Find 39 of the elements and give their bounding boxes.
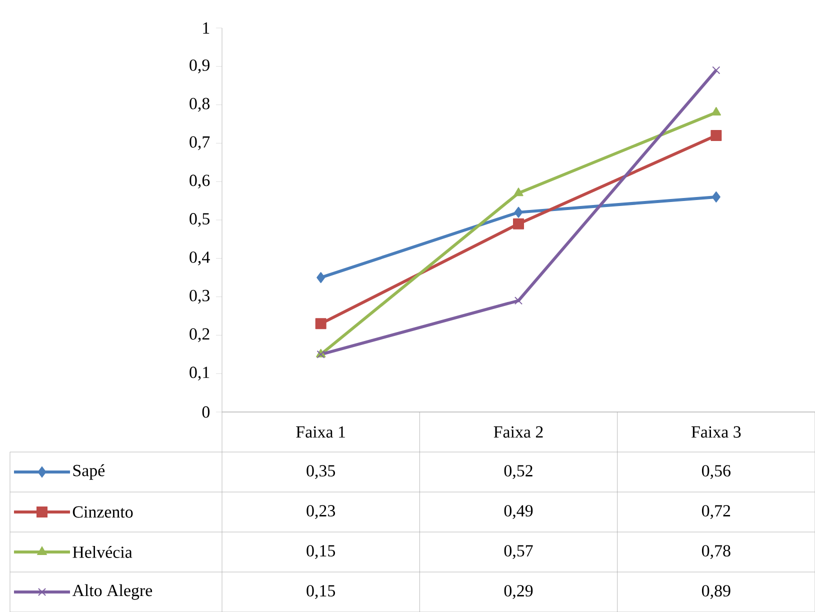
data-label: 0,78: [702, 545, 730, 559]
data-label: 0,49: [504, 505, 533, 519]
y-tick-label: 0,2: [190, 328, 210, 342]
data-label: 0,29: [504, 585, 533, 599]
point: [710, 130, 722, 142]
y-tick-label: 0,4: [190, 251, 210, 266]
legend-label: Cinzento: [72, 506, 133, 518]
point: [712, 191, 720, 202]
y-tick-label: 0,7: [190, 136, 210, 150]
data-label: 0,72: [702, 505, 730, 519]
data-label: 0,57: [504, 545, 533, 559]
point: [513, 218, 524, 230]
y-tick-label: 1: [203, 22, 210, 34]
data-label: 0,15: [306, 545, 335, 559]
point: [316, 272, 326, 284]
y-tick-label: 0,8: [190, 98, 210, 112]
y-tick-label: 0,9: [190, 59, 210, 74]
data-label: 0,15: [306, 585, 335, 599]
y-tick-label: 0,1: [190, 366, 210, 381]
legend-label: Sapé: [73, 464, 105, 480]
legend-label: Alto Alegre: [72, 584, 152, 600]
data-label: 0,35: [306, 465, 335, 479]
data-label: 0,23: [306, 505, 335, 519]
legend-label: Helvécia: [72, 546, 132, 558]
y-tick-label: 0: [202, 406, 210, 418]
x-tick-label: Faixa 1: [296, 426, 345, 438]
point: [514, 188, 524, 196]
x-tick-label: Faixa 2: [494, 426, 543, 438]
point: [315, 318, 326, 330]
data-label: 0,52: [504, 465, 532, 479]
y-tick-label: 0,3: [190, 290, 210, 304]
x-tick-label: Faixa 3: [691, 426, 741, 438]
point: [712, 66, 720, 74]
data-label: 0,56: [702, 465, 730, 479]
y-tick-label: 0,5: [190, 213, 210, 227]
point: [711, 106, 721, 116]
point: [514, 206, 523, 218]
data-label: 0,89: [702, 585, 730, 599]
y-tick-label: 0,6: [190, 174, 210, 189]
